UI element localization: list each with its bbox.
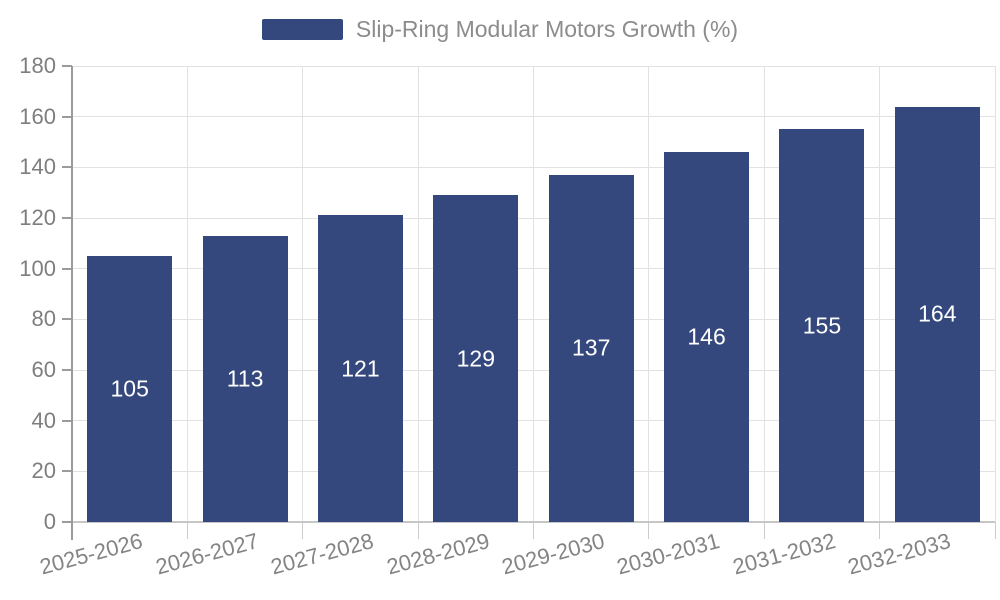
v-gridline [763, 66, 765, 522]
x-tick-label: 2030-2031 [614, 528, 723, 580]
y-tick-label: 40 [31, 407, 56, 433]
x-axis-tick [533, 522, 534, 539]
y-axis-tick [62, 65, 72, 67]
y-tick-label: 60 [31, 357, 56, 382]
y-tick-label: 80 [31, 306, 56, 332]
bar[interactable]: 137 [548, 174, 634, 522]
x-axis-tick [417, 522, 419, 539]
legend-item[interactable]: Slip-Ring Modular Motors Growth (%) [0, 16, 1000, 43]
x-axis-line [72, 521, 995, 523]
x-tick-label: 2027-2028 [268, 528, 377, 580]
y-axis-tick [62, 115, 72, 118]
v-gridline [994, 66, 996, 522]
bar[interactable]: 121 [317, 215, 403, 522]
bar-value-label: 164 [918, 300, 957, 327]
x-tick-label: 2029-2030 [499, 528, 608, 580]
y-axis-tick [62, 419, 72, 422]
bar-value-label: 146 [687, 323, 726, 350]
legend-swatch-icon [261, 19, 343, 40]
v-gridline [302, 66, 304, 522]
y-axis-tick [62, 521, 72, 523]
x-axis-tick [186, 522, 188, 539]
y-axis-tick [62, 267, 72, 270]
y-tick-label: 120 [19, 205, 56, 230]
bar[interactable]: 146 [664, 152, 750, 522]
v-gridline [533, 66, 534, 522]
bar-value-label: 129 [456, 345, 495, 372]
x-axis-tick [302, 522, 304, 539]
bar-value-label: 105 [110, 375, 149, 402]
y-tick-label: 100 [19, 255, 56, 281]
bar-value-label: 137 [572, 334, 611, 361]
v-gridline [879, 66, 881, 522]
bar-value-label: 113 [226, 365, 264, 392]
plot-area: 0 20 40 60 80 100 120 140 160 180 105 113 121 129 137 1… [19, 55, 996, 579]
y-tick-label: 140 [19, 154, 56, 180]
v-gridline [186, 66, 188, 522]
x-axis-tick [648, 522, 650, 539]
y-axis-tick [62, 470, 72, 473]
y-axis-tick [62, 369, 72, 371]
v-gridline [648, 66, 650, 522]
x-tick-label: 2028-2029 [383, 528, 492, 580]
y-tick-label: 160 [19, 103, 56, 129]
y-axis-line [71, 66, 73, 540]
y-axis-tick [62, 217, 72, 219]
y-tick-label: 20 [31, 458, 56, 484]
bar[interactable]: 155 [779, 129, 865, 522]
bar[interactable]: 129 [433, 195, 519, 522]
y-axis-tick [62, 318, 72, 321]
y-axis-tick [62, 166, 72, 169]
y-tick-label: 180 [19, 53, 56, 78]
bar[interactable]: 164 [894, 106, 980, 522]
x-axis-tick [994, 522, 996, 539]
x-axis-tick [879, 522, 881, 539]
bar[interactable]: 105 [87, 256, 173, 522]
x-tick-label: 2031-2032 [729, 528, 838, 580]
bar-value-label: 121 [341, 355, 380, 382]
x-axis-tick [763, 522, 765, 539]
legend-label: Slip-Ring Modular Motors Growth (%) [355, 16, 739, 42]
bar[interactable]: 113 [202, 235, 288, 522]
x-tick-label: 2025-2026 [37, 528, 146, 580]
x-tick-label: 2026-2027 [152, 528, 262, 580]
y-tick-label: 0 [43, 509, 56, 534]
x-tick-label: 2032-2033 [845, 528, 954, 580]
bar-value-label: 155 [802, 312, 842, 339]
v-gridline [417, 66, 419, 522]
